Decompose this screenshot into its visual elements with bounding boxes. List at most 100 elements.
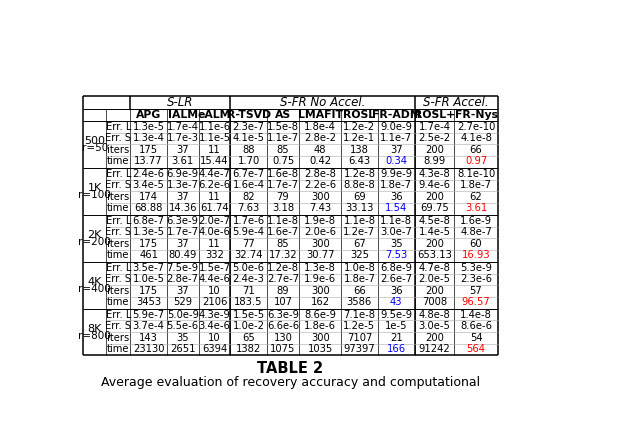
- Text: 7.43: 7.43: [309, 203, 332, 214]
- Text: 6.6e-6: 6.6e-6: [267, 321, 299, 331]
- Text: 653.13: 653.13: [417, 250, 452, 260]
- Text: 7008: 7008: [422, 297, 447, 307]
- Text: 66: 66: [470, 145, 483, 155]
- Text: 1.5e-7: 1.5e-7: [198, 263, 230, 273]
- Text: ROSL+: ROSL+: [414, 110, 455, 120]
- Text: 5.0e-6: 5.0e-6: [232, 263, 264, 273]
- Text: 69.75: 69.75: [420, 203, 449, 214]
- Text: 2.0e-6: 2.0e-6: [304, 227, 336, 237]
- Text: 68.88: 68.88: [134, 203, 163, 214]
- Text: 48: 48: [314, 145, 326, 155]
- Text: 1.5e-5: 1.5e-5: [232, 310, 264, 320]
- Text: 3.0e-7: 3.0e-7: [380, 227, 412, 237]
- Text: 2.3e-7: 2.3e-7: [232, 122, 264, 132]
- Text: 1.4e-8: 1.4e-8: [460, 310, 492, 320]
- Text: 1.9e-8: 1.9e-8: [304, 216, 336, 226]
- Text: 1.4e-5: 1.4e-5: [419, 227, 451, 237]
- Text: 1382: 1382: [236, 345, 261, 354]
- Text: 0.42: 0.42: [309, 156, 332, 166]
- Text: 1.6e-4: 1.6e-4: [232, 180, 264, 190]
- Text: 1e-5: 1e-5: [385, 321, 408, 331]
- Text: Err. L: Err. L: [106, 122, 131, 132]
- Text: 4.1e-8: 4.1e-8: [460, 133, 492, 143]
- Text: 3.61: 3.61: [465, 203, 487, 214]
- Text: S-FR No Accel.: S-FR No Accel.: [280, 96, 365, 109]
- Text: 3.5e-7: 3.5e-7: [132, 263, 164, 273]
- Text: 325: 325: [350, 250, 369, 260]
- Text: time: time: [107, 345, 130, 354]
- Text: 80.49: 80.49: [168, 250, 197, 260]
- Text: 300: 300: [311, 286, 330, 296]
- Text: 7107: 7107: [347, 333, 372, 343]
- Text: 0.97: 0.97: [465, 156, 487, 166]
- Text: time: time: [107, 250, 130, 260]
- Text: 1.1e-8: 1.1e-8: [267, 216, 299, 226]
- Text: 4.8e-8: 4.8e-8: [419, 310, 451, 320]
- Text: 16.93: 16.93: [461, 250, 490, 260]
- Text: 1.2e-8: 1.2e-8: [267, 263, 299, 273]
- Text: 1.3e-4: 1.3e-4: [132, 133, 164, 143]
- Text: 1.7e-6: 1.7e-6: [232, 216, 264, 226]
- Text: 7.1e-8: 7.1e-8: [344, 310, 376, 320]
- Text: 6.3e-9: 6.3e-9: [166, 216, 198, 226]
- Text: LMAFIT: LMAFIT: [298, 110, 343, 120]
- Text: 7.53: 7.53: [385, 250, 407, 260]
- Text: 66: 66: [353, 286, 366, 296]
- Text: 3453: 3453: [136, 297, 161, 307]
- Text: 1.2e-2: 1.2e-2: [343, 122, 376, 132]
- Text: 6.9e-9: 6.9e-9: [166, 169, 199, 179]
- Text: 9.5e-9: 9.5e-9: [380, 310, 412, 320]
- Text: 166: 166: [387, 345, 406, 354]
- Text: 5.9e-7: 5.9e-7: [132, 310, 164, 320]
- Text: 23130: 23130: [133, 345, 164, 354]
- Text: 461: 461: [139, 250, 158, 260]
- Text: 1.2e-7: 1.2e-7: [343, 227, 376, 237]
- Text: S-FR Accel.: S-FR Accel.: [424, 96, 489, 109]
- Text: 162: 162: [310, 297, 330, 307]
- Text: 8K: 8K: [88, 324, 102, 334]
- Text: 2.0e-5: 2.0e-5: [419, 274, 451, 284]
- Text: 7.5e-9: 7.5e-9: [166, 263, 199, 273]
- Text: 96.57: 96.57: [461, 297, 490, 307]
- Text: r=50: r=50: [82, 143, 108, 153]
- Text: 1.1e-5: 1.1e-5: [198, 133, 230, 143]
- Text: 1.1e-8: 1.1e-8: [380, 216, 412, 226]
- Text: 32.74: 32.74: [234, 250, 263, 260]
- Text: 62: 62: [470, 192, 483, 202]
- Text: 138: 138: [350, 145, 369, 155]
- Text: 1.6e-9: 1.6e-9: [460, 216, 492, 226]
- Text: 77: 77: [242, 239, 255, 249]
- Text: 6.43: 6.43: [348, 156, 371, 166]
- Text: 1.7e-7: 1.7e-7: [267, 180, 299, 190]
- Text: 14.36: 14.36: [168, 203, 197, 214]
- Text: 37: 37: [177, 239, 189, 249]
- Text: 564: 564: [467, 345, 486, 354]
- Text: r=800: r=800: [78, 331, 111, 341]
- Text: 3.7e-4: 3.7e-4: [132, 321, 164, 331]
- Text: 175: 175: [139, 239, 158, 249]
- Text: time: time: [107, 297, 130, 307]
- Text: 9.4e-6: 9.4e-6: [419, 180, 451, 190]
- Text: 2.5e-2: 2.5e-2: [419, 133, 451, 143]
- Text: 6.2e-6: 6.2e-6: [198, 180, 230, 190]
- Text: 15.44: 15.44: [200, 156, 228, 166]
- Text: 85: 85: [276, 239, 289, 249]
- Text: 1.70: 1.70: [237, 156, 260, 166]
- Text: 500: 500: [84, 136, 105, 146]
- Text: 2.2e-6: 2.2e-6: [304, 180, 336, 190]
- Text: 8.8e-8: 8.8e-8: [344, 180, 375, 190]
- Text: iters: iters: [108, 192, 129, 202]
- Text: 3.0e-5: 3.0e-5: [419, 321, 451, 331]
- Text: 1.1e-7: 1.1e-7: [267, 133, 299, 143]
- Text: 8.6e-9: 8.6e-9: [304, 310, 336, 320]
- Text: 1.1e-7: 1.1e-7: [380, 133, 412, 143]
- Text: 1K: 1K: [88, 183, 102, 193]
- Text: 183.5: 183.5: [234, 297, 263, 307]
- Text: 6.3e-9: 6.3e-9: [267, 310, 299, 320]
- Text: 1.1e-6: 1.1e-6: [198, 122, 230, 132]
- Text: Err. L: Err. L: [106, 169, 131, 179]
- Text: 175: 175: [139, 286, 158, 296]
- Text: 300: 300: [311, 333, 330, 343]
- Text: 91242: 91242: [419, 345, 451, 354]
- Text: time: time: [107, 156, 130, 166]
